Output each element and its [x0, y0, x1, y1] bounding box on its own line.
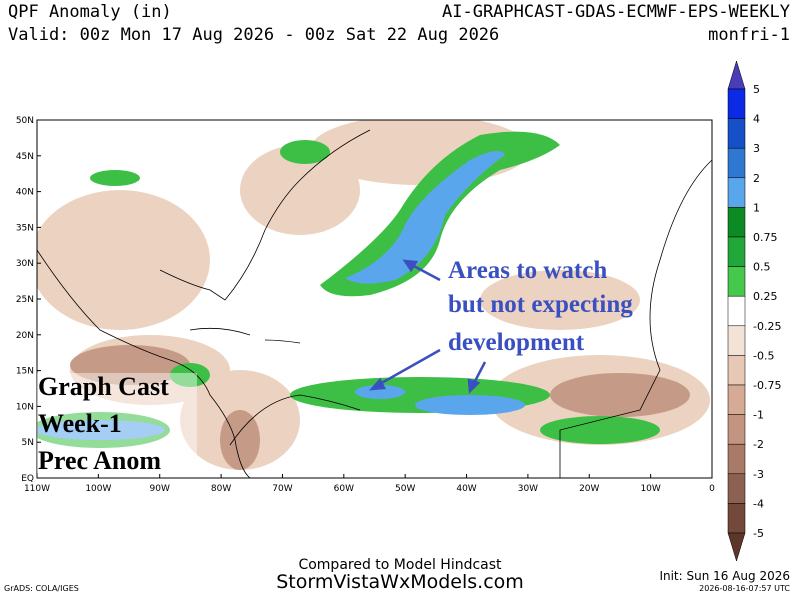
colorbar-box: [727, 177, 746, 208]
lon-label: 110W: [24, 484, 50, 494]
colorbar-box: [727, 443, 746, 475]
colorbar-label: -0.5: [753, 349, 774, 362]
colorbar-box: [727, 473, 746, 504]
colorbar-box: [727, 236, 746, 267]
colorbar-cap: [727, 532, 746, 562]
colorbar-label: -5: [753, 527, 764, 540]
colorbar-label: 0.75: [753, 231, 778, 244]
lat-label: EQ: [21, 474, 34, 484]
lon-label: 100W: [85, 484, 111, 494]
model: AI-GRAPHCAST-GDAS-ECMWF-EPS-WEEKLY: [442, 2, 790, 22]
colorbar-label: -1: [753, 409, 764, 422]
lon-label: 20W: [579, 484, 599, 494]
colorbar-box: [727, 384, 746, 415]
overlay: Graph Cast Week-1 Prec Anom: [37, 372, 197, 475]
colorbar-box: [727, 355, 746, 386]
annotation-line: but not expecting: [448, 291, 633, 318]
colorbar-box: [727, 118, 746, 149]
overlay-line: Prec Anom: [38, 446, 161, 475]
init: Init: Sun 16 Aug 2026: [659, 569, 790, 583]
map: [36, 119, 713, 479]
colorbar-box: [727, 147, 746, 179]
lat-label: 40N: [16, 188, 34, 198]
colorbar-box: [727, 503, 746, 534]
colorbar-box: [727, 266, 746, 297]
compare: Compared to Model Hindcast: [298, 557, 502, 573]
colorbar-box: [727, 207, 746, 238]
annotation-line: Areas to watch: [448, 257, 607, 284]
site: StormVistaWxModels.com: [276, 571, 524, 593]
lat-label: 5N: [22, 438, 34, 448]
lat-label: 30N: [16, 259, 34, 269]
lat-label: 45N: [16, 152, 34, 162]
colorbar-label: -3: [753, 468, 764, 481]
lon-label: 90W: [150, 484, 170, 494]
colorbar-label: 0.25: [753, 290, 778, 303]
colorbar-label: 0.5: [753, 261, 771, 274]
group: monfri-1: [708, 25, 790, 45]
lon-label: 80W: [211, 484, 231, 494]
overlay-line: Week-1: [38, 409, 122, 438]
colorbar-box: [727, 88, 746, 119]
colorbar-label: 3: [753, 142, 760, 155]
colorbar-box: [727, 325, 746, 356]
colorbar-box: [727, 295, 746, 327]
lat-label: 50N: [16, 116, 34, 126]
lon-label: 50W: [395, 484, 415, 494]
stamp: 2026-08-16-07:57 UTC: [699, 584, 790, 593]
colorbar-label: 2: [753, 172, 760, 185]
lon-label: 0: [709, 484, 715, 494]
annotation-line: development: [448, 329, 585, 356]
grads: GrADS: COLA/IGES: [4, 584, 79, 593]
annotation: Areas to watch but not expecting develop…: [368, 257, 633, 394]
colorbar-box: [727, 414, 746, 445]
lat-label: 10N: [16, 402, 34, 412]
lat-label: 35N: [16, 223, 34, 233]
overlay-line: Graph Cast: [38, 372, 169, 401]
lon-label: 30W: [518, 484, 538, 494]
valid: Valid: 00z Mon 17 Aug 2026 - 00z Sat 22 …: [8, 25, 499, 45]
colorbar-label: 1: [753, 201, 760, 214]
lon-label: 40W: [456, 484, 476, 494]
lat-label: 20N: [16, 331, 34, 341]
colorbar-cap: [727, 60, 746, 90]
colorbar-label: -2: [753, 438, 764, 451]
title: QPF Anomaly (in): [8, 2, 172, 22]
colorbar-label: -0.75: [753, 379, 781, 392]
colorbar-label: -4: [753, 497, 764, 510]
lon-label: 10W: [640, 484, 660, 494]
lat-label: 15N: [16, 367, 34, 377]
lon-label: 70W: [272, 484, 292, 494]
colorbar-label: 5: [753, 83, 760, 96]
colorbar-label: -0.25: [753, 320, 781, 333]
lon-label: 60W: [334, 484, 354, 494]
lat-label: 25N: [16, 295, 34, 305]
colorbar-label: 4: [753, 113, 760, 126]
